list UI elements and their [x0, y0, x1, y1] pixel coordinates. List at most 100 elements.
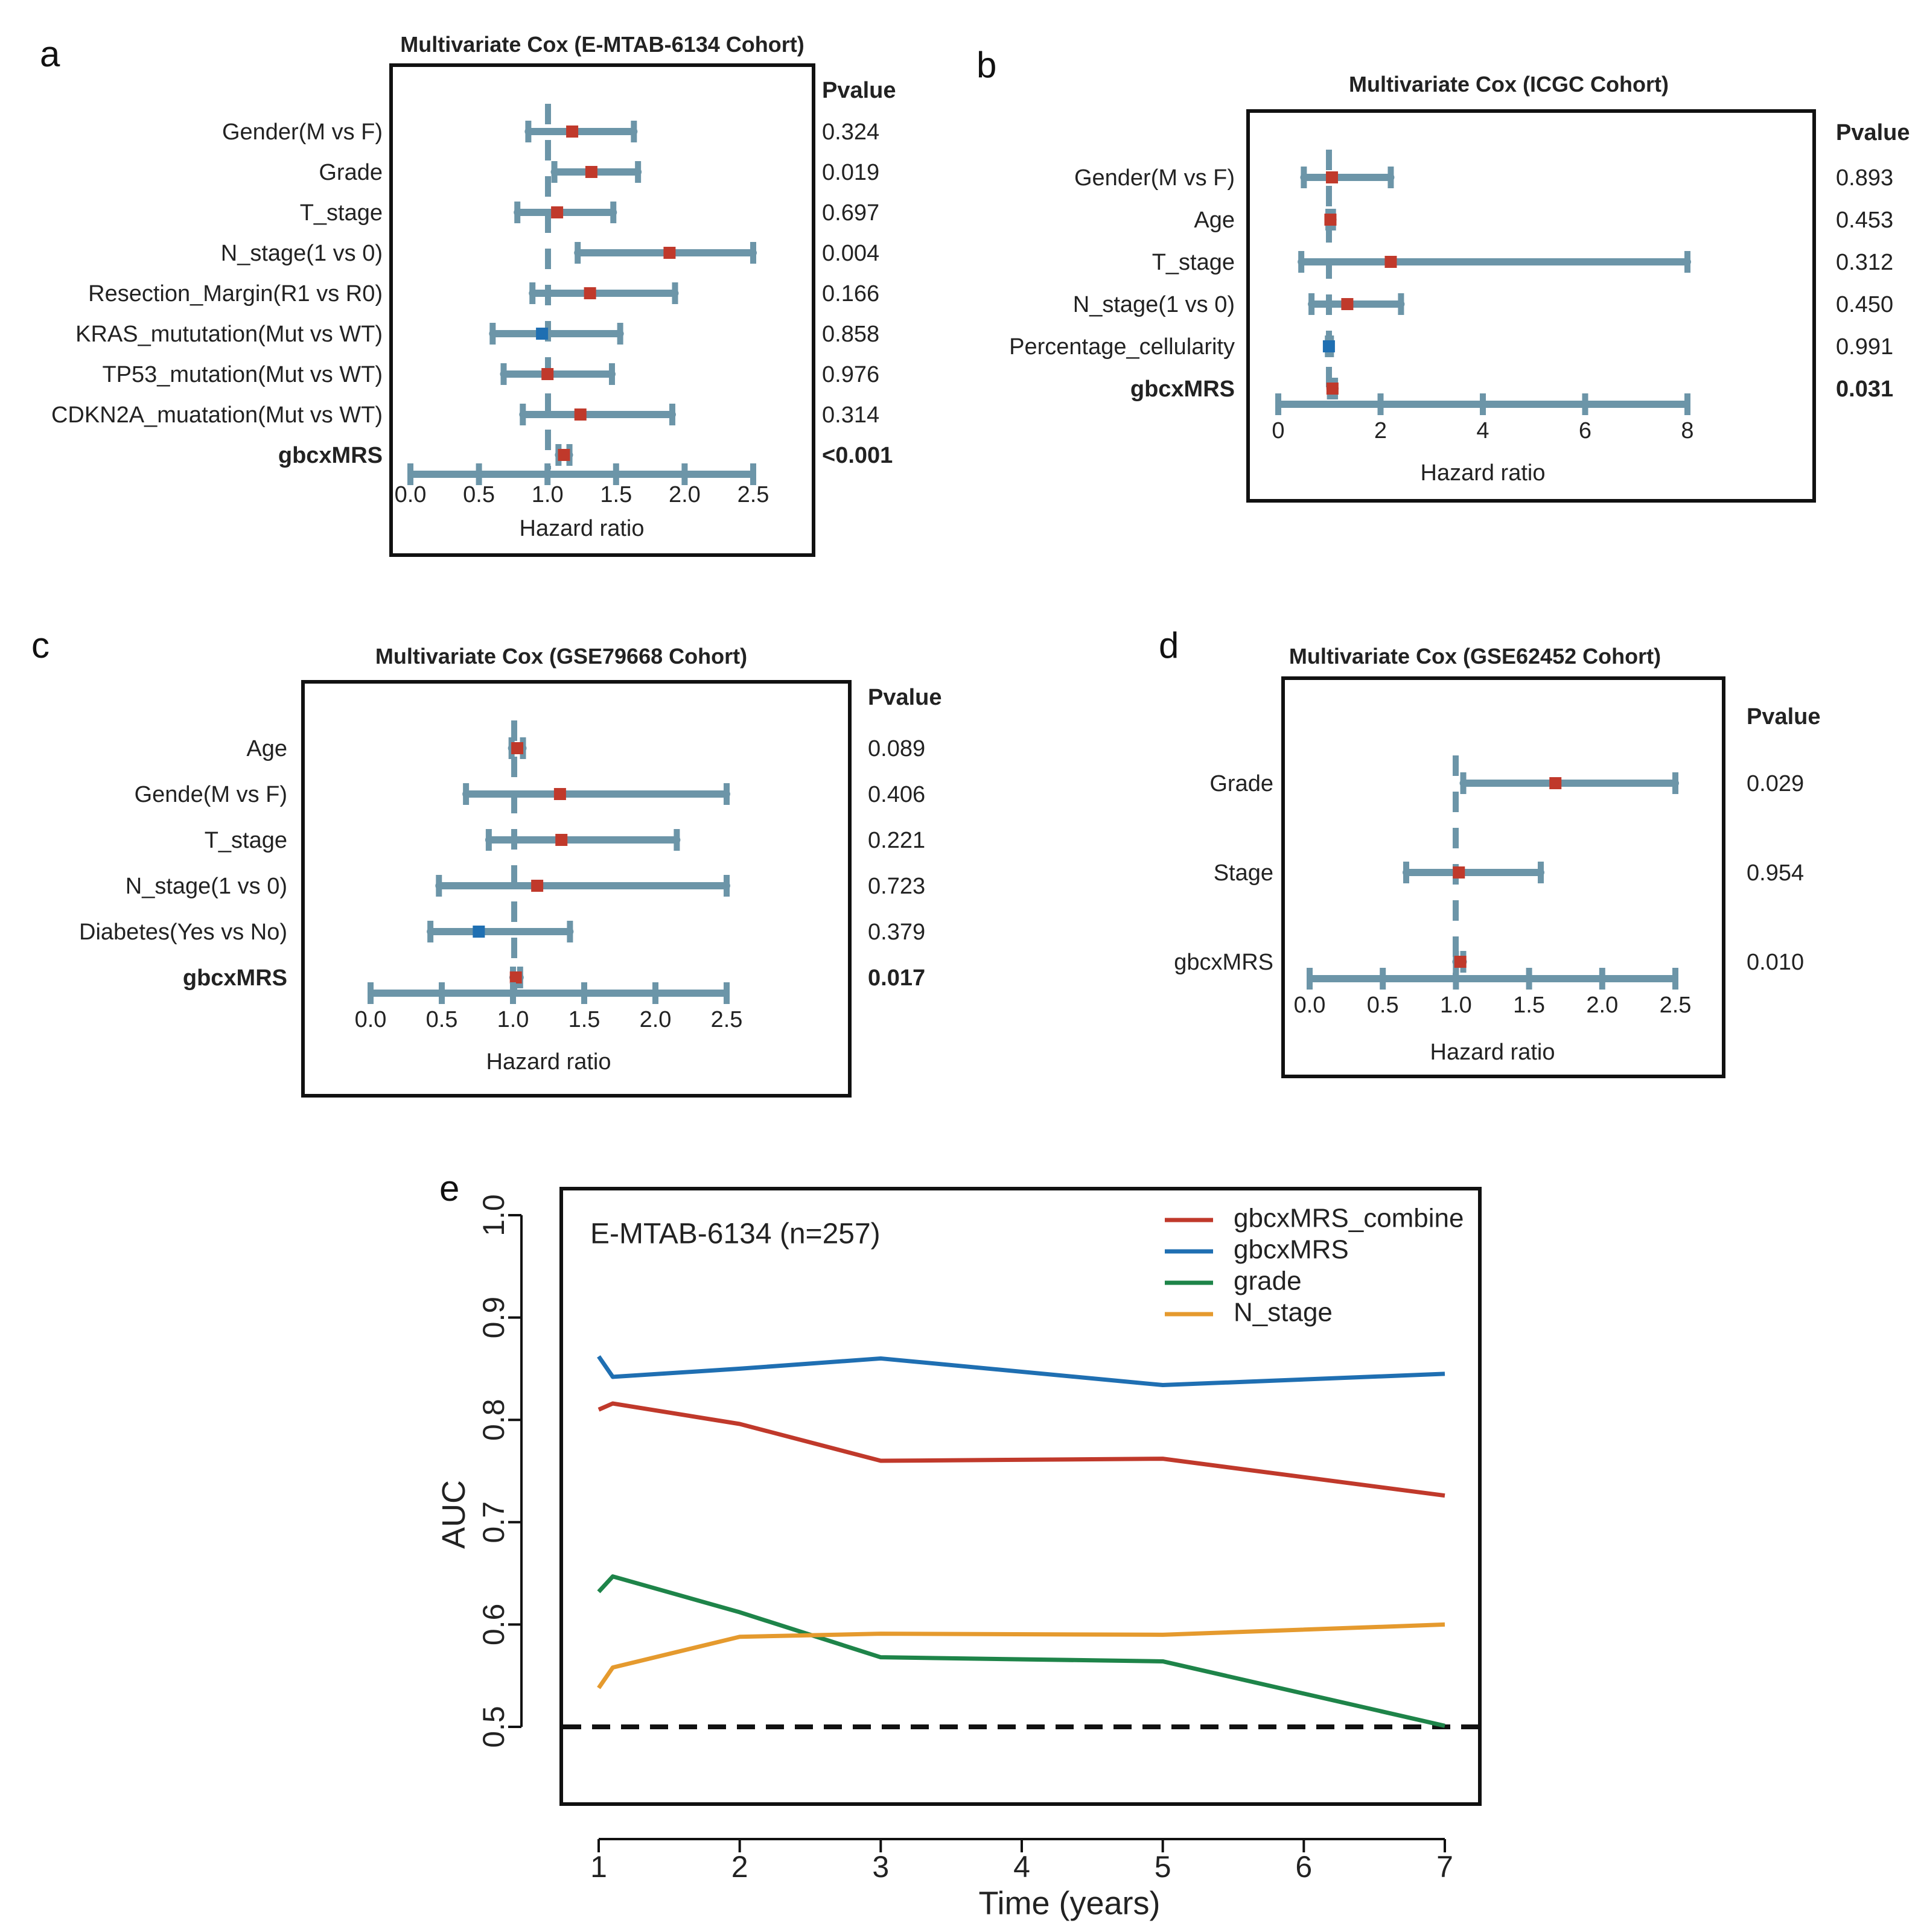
row-label: N_stage(1 vs 0) — [126, 874, 287, 899]
row-label: Age — [1194, 208, 1235, 233]
y-tick-label: 0.5 — [477, 1706, 511, 1748]
plot-frame — [1246, 109, 1816, 503]
x-axis-label: Hazard ratio — [1430, 1040, 1555, 1065]
row-label: KRAS_mututation(Mut vs WT) — [75, 322, 383, 347]
row-pvalue: 0.089 — [868, 736, 925, 761]
x-tick-label: 2.5 — [1660, 993, 1692, 1018]
x-tick-label: 2.5 — [737, 482, 769, 507]
x-axis-label: Time (years) — [978, 1885, 1160, 1921]
x-tick-label: 0.0 — [395, 482, 427, 507]
x-tick-label: 0.0 — [1294, 993, 1326, 1018]
x-tick-label: 1.0 — [532, 482, 564, 507]
row-label: N_stage(1 vs 0) — [221, 241, 383, 266]
hazard-ratio-point — [551, 206, 564, 218]
forest-title: Multivariate Cox (E-MTAB-6134 Cohort) — [400, 32, 804, 57]
x-tick-label: 5 — [1155, 1850, 1171, 1884]
pvalue-header: Pvalue — [1747, 704, 1821, 729]
hazard-ratio-point — [1454, 956, 1467, 968]
plot-frame — [301, 680, 852, 1098]
row-pvalue: 0.954 — [1747, 860, 1804, 886]
hazard-ratio-point — [1326, 383, 1339, 395]
x-tick-label: 6 — [1579, 418, 1591, 443]
pvalue-header: Pvalue — [822, 78, 896, 103]
row-pvalue: 0.221 — [868, 828, 925, 853]
hazard-ratio-point — [566, 126, 579, 138]
forest-plot-b: Multivariate Cox (ICGC Cohort) Pvalue Gend… — [1009, 72, 1910, 503]
row-pvalue: 0.893 — [1836, 165, 1893, 191]
forest-plot-d: Multivariate Cox (GSE62452 Cohort) Pvalue… — [1174, 644, 1821, 1078]
row-label: Gender(M vs F) — [1074, 165, 1235, 191]
series-line-gbcxmrs-combine — [597, 1401, 1445, 1498]
x-tick-label: 4 — [1013, 1850, 1030, 1884]
row-pvalue: 0.010 — [1747, 950, 1804, 975]
row-pvalue: 0.324 — [822, 119, 879, 145]
row-pvalue: 0.406 — [868, 782, 925, 807]
row-label: Gender(M vs F) — [222, 119, 383, 145]
y-tick-label: 0.9 — [477, 1297, 511, 1339]
forest-plot-c: Multivariate Cox (GSE79668 Cohort) Pvalue… — [79, 644, 942, 1098]
row-label: Percentage_cellularity — [1009, 334, 1235, 360]
x-tick-label: 4 — [1476, 418, 1489, 443]
x-tick-label: 2 — [731, 1850, 748, 1884]
row-pvalue: 0.450 — [1836, 292, 1893, 317]
hazard-ratio-point — [1341, 298, 1354, 310]
hazard-ratio-point — [1324, 214, 1337, 226]
x-tick-label: 1.0 — [497, 1007, 529, 1032]
y-tick-label: 0.7 — [477, 1501, 511, 1543]
x-tick-label: 2.0 — [1586, 993, 1618, 1018]
x-tick-label: 1.5 — [1513, 993, 1545, 1018]
x-axis-label: Hazard ratio — [486, 1049, 611, 1075]
hazard-ratio-point — [663, 247, 676, 259]
auc-line-chart: 0.5 0.6 0.7 0.8 0.9 1.0 AUC 1 2 3 4 5 6 7 Time (years)… — [436, 1187, 1482, 1921]
hazard-ratio-point — [511, 742, 524, 754]
panel-letter-d: d — [1159, 625, 1179, 666]
row-label: Age — [246, 736, 287, 761]
row-pvalue: 0.314 — [822, 402, 879, 428]
x-tick-label: 1.5 — [569, 1007, 601, 1032]
panel-letter-c: c — [31, 625, 49, 666]
x-tick-label: 2 — [1374, 418, 1387, 443]
hazard-ratio-point — [574, 408, 587, 421]
x-tick-label: 0.0 — [355, 1007, 387, 1032]
legend-label: gbcxMRS_combine — [1234, 1204, 1464, 1233]
hazard-ratio-point — [541, 368, 554, 380]
row-label: T_stage — [205, 828, 287, 853]
row-label: Diabetes(Yes vs No) — [79, 920, 287, 945]
row-pvalue: 0.017 — [868, 965, 925, 991]
legend-label: grade — [1234, 1266, 1302, 1296]
hazard-ratio-point — [1384, 256, 1397, 268]
x-tick-label: 0.5 — [463, 482, 495, 507]
y-tick-label: 0.6 — [477, 1604, 511, 1646]
x-tick-label: 2.0 — [640, 1007, 672, 1032]
forest-title: Multivariate Cox (GSE79668 Cohort) — [375, 644, 747, 669]
row-label: Gende(M vs F) — [135, 782, 287, 807]
hazard-ratio-point — [553, 788, 566, 800]
x-tick-label: 0.5 — [1367, 993, 1399, 1018]
legend-label: gbcxMRS — [1234, 1235, 1349, 1265]
row-label: T_stage — [300, 200, 383, 226]
row-label: Grade — [319, 160, 383, 185]
hazard-ratio-point — [584, 287, 596, 299]
row-pvalue: <0.001 — [822, 443, 893, 468]
row-pvalue: 0.723 — [868, 874, 925, 899]
hazard-ratio-point — [1453, 866, 1465, 879]
x-axis-label: Hazard ratio — [520, 516, 645, 541]
x-tick-label: 2.5 — [711, 1007, 743, 1032]
hazard-ratio-point — [585, 166, 597, 178]
row-label: CDKN2A_muatation(Mut vs WT) — [51, 402, 383, 428]
legend-label: N_stage — [1234, 1298, 1333, 1327]
x-tick-label: 3 — [872, 1850, 889, 1884]
x-tick-label: 1.5 — [600, 482, 632, 507]
x-axis-label: Hazard ratio — [1421, 460, 1546, 486]
pvalue-header: Pvalue — [868, 685, 942, 710]
row-label: gbcxMRS — [1174, 950, 1273, 975]
cohort-annotation: E-MTAB-6134 (n=257) — [590, 1218, 881, 1250]
row-label: gbcxMRS — [183, 965, 287, 991]
row-label: gbcxMRS — [1130, 377, 1235, 402]
hazard-ratio-point — [1322, 340, 1335, 352]
y-tick-label: 1.0 — [477, 1194, 511, 1236]
row-pvalue: 0.029 — [1747, 771, 1804, 796]
forest-title: Multivariate Cox (ICGC Cohort) — [1349, 72, 1669, 97]
hazard-ratio-point — [536, 328, 549, 340]
